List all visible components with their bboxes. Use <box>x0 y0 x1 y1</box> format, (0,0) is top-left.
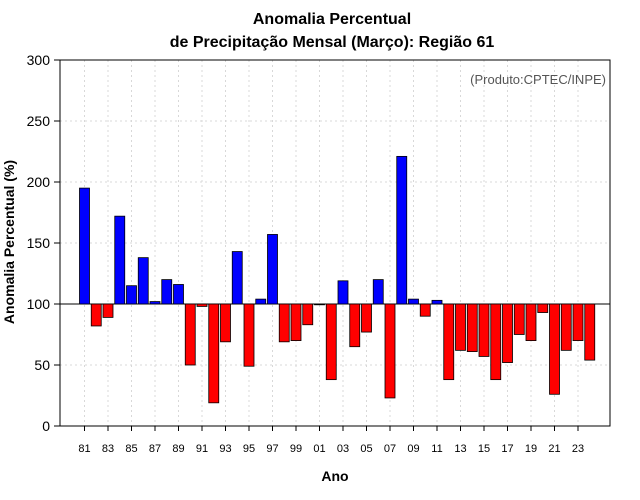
bar-21 <box>549 303 560 395</box>
x-tick-label-11: 11 <box>431 443 442 455</box>
credit-text: (Produto:CPTEC/INPE) <box>470 72 606 87</box>
y-tick-label-0: 0 <box>42 418 50 434</box>
bar-94 <box>231 251 243 305</box>
x-axis: 81 83 85 87 89 91 93 95 97 99 01 03 05 07 09 11 13 15 17 19… <box>78 426 584 455</box>
bar-10 <box>419 303 431 317</box>
bar-14 <box>466 303 478 352</box>
y-tick-label-6: 300 <box>27 52 51 68</box>
x-tick-label-89: 89 <box>172 443 184 455</box>
bar-06 <box>372 279 384 305</box>
bar-11 <box>431 299 443 305</box>
bar-99 <box>290 303 302 341</box>
bar-17 <box>502 303 513 363</box>
bar-20 <box>537 303 549 313</box>
bar-18 <box>513 303 525 335</box>
bar-12 <box>443 303 455 381</box>
x-tick-label-15: 15 <box>478 443 490 455</box>
x-tick-label-09: 09 <box>407 443 419 455</box>
bar-15 <box>478 303 490 357</box>
x-tick-label-07: 07 <box>384 443 396 455</box>
x-tick-label-91: 91 <box>196 443 208 455</box>
chart-title: Anomalia Percentual <box>253 11 411 28</box>
bar-09 <box>408 298 419 305</box>
bar-85 <box>126 285 137 305</box>
bar-84 <box>114 215 126 305</box>
y-axis-label: Anomalia Percentual (%) <box>1 160 17 324</box>
x-tick-label-05: 05 <box>360 443 372 455</box>
x-tick-label-21: 21 <box>548 443 560 455</box>
bar-88 <box>161 279 173 305</box>
x-tick-label-95: 95 <box>243 443 255 455</box>
bar-96 <box>255 298 267 305</box>
bar-05 <box>361 303 372 333</box>
bar-16 <box>490 303 502 381</box>
bar-01 <box>314 303 325 306</box>
y-tick-label-4: 200 <box>27 174 51 190</box>
bar-87 <box>149 301 161 305</box>
x-tick-label-17: 17 <box>501 443 513 455</box>
x-tick-label-87: 87 <box>149 443 161 455</box>
bar-95 <box>243 303 255 367</box>
bars-layer <box>79 155 596 404</box>
bar-83 <box>102 303 114 318</box>
bar-98 <box>278 303 290 343</box>
bar-97 <box>267 234 278 305</box>
x-tick-label-01: 01 <box>313 443 325 455</box>
bar-02 <box>325 303 337 381</box>
bar-23 <box>572 303 584 341</box>
bar-89 <box>173 284 184 305</box>
chart-subtitle: de Precipitação Mensal (Março): Região 6… <box>170 34 495 51</box>
x-tick-label-13: 13 <box>454 443 466 455</box>
x-tick-label-23: 23 <box>572 443 584 455</box>
y-tick-label-2: 100 <box>27 296 51 312</box>
x-tick-label-93: 93 <box>219 443 231 455</box>
bar-08 <box>396 155 408 305</box>
y-axis: 0 50 100 150 200 250 300 <box>27 52 60 434</box>
bar-07 <box>384 303 396 399</box>
x-axis-label: Ano <box>321 468 348 484</box>
bar-04 <box>349 303 361 348</box>
x-tick-label-03: 03 <box>337 443 349 455</box>
x-tick-label-99: 99 <box>290 443 302 455</box>
x-tick-label-83: 83 <box>102 443 114 455</box>
bar-93 <box>220 303 231 343</box>
bar-92 <box>208 303 220 404</box>
y-tick-label-3: 150 <box>27 235 51 251</box>
bar-13 <box>455 303 466 351</box>
bar-81 <box>79 187 90 305</box>
bar-82 <box>90 303 102 327</box>
bar-19 <box>525 303 537 341</box>
bar-24 <box>584 303 596 361</box>
bar-03 <box>337 280 349 305</box>
bar-22 <box>560 303 572 351</box>
y-tick-label-1: 50 <box>34 357 50 373</box>
x-tick-label-19: 19 <box>525 443 537 455</box>
x-tick-label-81: 81 <box>78 443 90 455</box>
y-tick-label-5: 250 <box>27 113 51 129</box>
x-tick-label-85: 85 <box>125 443 137 455</box>
bar-86 <box>137 257 149 305</box>
bar-90 <box>184 303 196 366</box>
bar-00 <box>302 303 314 326</box>
x-tick-label-97: 97 <box>266 443 278 455</box>
bar-91 <box>196 303 208 307</box>
